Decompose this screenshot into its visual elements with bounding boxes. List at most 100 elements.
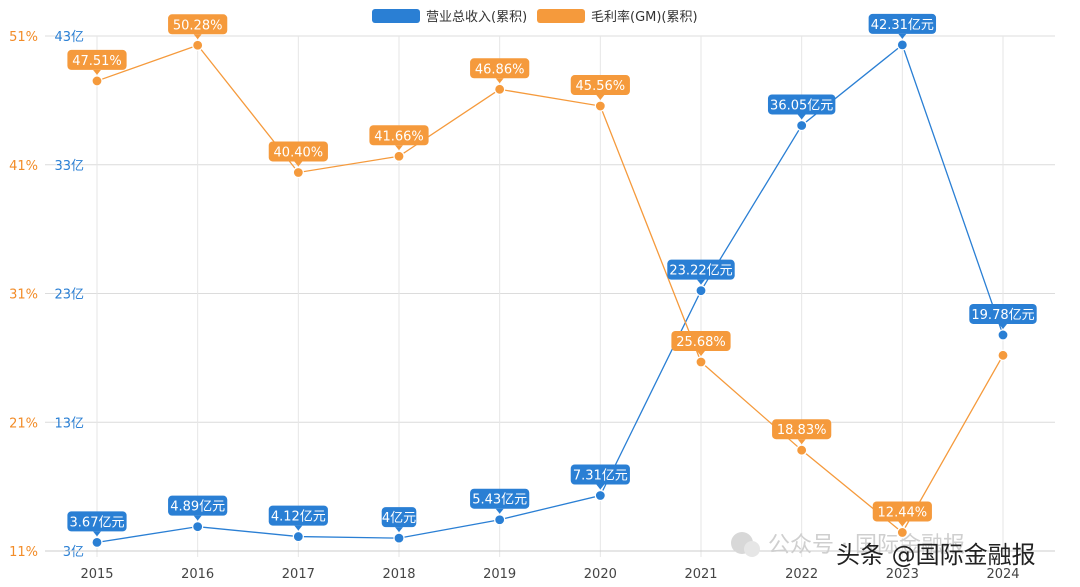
data-point[interactable] — [292, 166, 304, 179]
data-point[interactable] — [393, 150, 405, 162]
data-label-box — [268, 141, 328, 162]
series-points — [91, 39, 1009, 548]
data-label-text: 19.78亿元 — [971, 308, 1034, 323]
data-label: 18.83% — [772, 419, 832, 445]
data-label-box — [872, 501, 932, 522]
data-label-text: 45.56% — [576, 79, 626, 94]
data-label: 45.56% — [570, 75, 630, 101]
legend-label[interactable]: 营业总收入(累积) — [426, 10, 527, 25]
data-label: 12.44% — [872, 501, 932, 527]
data-label-box — [268, 505, 328, 526]
data-label-pointer — [596, 95, 605, 101]
axes: 51% 41% 31% 21% 11% 43亿 33亿 23亿 13亿 3亿 2015 2016 201… — [9, 30, 1055, 582]
data-label-box — [772, 419, 832, 440]
data-point[interactable] — [997, 329, 1009, 341]
data-label-text: 3.67亿元 — [70, 515, 125, 530]
data-point[interactable] — [292, 530, 304, 543]
data-label-text: 25.68% — [676, 335, 726, 350]
data-point[interactable] — [91, 536, 103, 548]
data-point[interactable] — [695, 285, 707, 297]
data-label-box — [168, 495, 228, 516]
data-label: 4.12亿元 — [268, 505, 328, 531]
data-label-box — [381, 507, 417, 528]
y-right-tick-label: 33亿 — [54, 159, 84, 174]
data-label-box — [767, 94, 836, 115]
x-tick-label: 2022 — [785, 567, 818, 582]
y-right-tick-label: 3亿 — [63, 545, 84, 560]
data-label-box — [470, 58, 530, 79]
data-point[interactable] — [494, 83, 506, 95]
x-tick-label: 2018 — [382, 567, 415, 582]
watermark-light-text: 公众号 · 国际金融报 — [768, 533, 965, 558]
data-label-pointer — [898, 33, 907, 39]
data-label: 4.89亿元 — [168, 495, 228, 521]
data-label-pointer — [193, 515, 202, 521]
data-point[interactable] — [594, 100, 606, 112]
data-label-text: 36.05亿元 — [770, 98, 833, 113]
data-label-text: 7.31亿元 — [573, 469, 628, 484]
data-label-text: 5.43亿元 — [472, 493, 527, 508]
data-label-text: 47.51% — [72, 54, 122, 69]
data-label-box — [570, 464, 630, 485]
data-point[interactable] — [896, 526, 908, 539]
data-point[interactable] — [796, 444, 808, 456]
data-point[interactable] — [896, 39, 908, 51]
legend: 营业总收入(累积) 毛利率(GM)(累积) — [372, 9, 698, 25]
data-labels: 3.67亿元 4.89亿元 4.12亿元 4亿元 5.43亿元 7.31亿元 23.22亿元… — [67, 13, 1037, 537]
data-label-box — [868, 13, 937, 34]
data-label-pointer — [495, 78, 504, 84]
legend-swatch[interactable] — [537, 9, 585, 23]
data-label-text: 42.31亿元 — [871, 18, 934, 33]
data-point[interactable] — [997, 349, 1009, 361]
x-tick-label: 2024 — [986, 567, 1019, 582]
data-label-pointer — [898, 521, 907, 527]
data-label: 7.31亿元 — [570, 464, 630, 490]
x-tick-label: 2020 — [584, 567, 617, 582]
x-tick-label: 2015 — [80, 567, 113, 582]
data-label-box — [168, 14, 228, 35]
data-label-box — [667, 259, 735, 280]
data-point[interactable] — [393, 532, 405, 544]
data-label-box — [67, 511, 127, 532]
data-point[interactable] — [796, 119, 808, 132]
data-label-pointer — [596, 484, 605, 490]
data-label-text: 50.28% — [173, 18, 223, 33]
y-left-tick-label: 11% — [9, 545, 38, 560]
data-label: 23.22亿元 — [667, 259, 735, 285]
data-label: 5.43亿元 — [470, 488, 530, 514]
x-tick-label: 2019 — [483, 567, 516, 582]
x-tick-label: 2016 — [181, 567, 214, 582]
y-left-tick-label: 51% — [9, 30, 38, 45]
y-left-tick-label: 21% — [9, 416, 38, 431]
data-label-text: 41.66% — [374, 129, 424, 144]
data-label-box — [67, 49, 127, 70]
data-point[interactable] — [695, 356, 707, 368]
data-label-text: 18.83% — [777, 423, 827, 438]
data-point[interactable] — [494, 514, 506, 526]
y-left-tick-label: 31% — [9, 288, 38, 303]
data-point[interactable] — [91, 75, 103, 87]
data-label-box — [969, 303, 1037, 324]
data-label-pointer — [93, 531, 101, 537]
data-label-box — [671, 330, 731, 351]
data-label: 41.66% — [369, 125, 429, 151]
series-line — [96, 43, 1004, 544]
legend-swatch[interactable] — [372, 9, 420, 23]
data-point[interactable] — [594, 489, 606, 502]
data-label: 3.67亿元 — [67, 511, 127, 537]
watermark-dark-text: 头条 @国际金融报 — [836, 541, 1036, 569]
data-point[interactable] — [192, 521, 204, 533]
data-label-box — [369, 125, 429, 146]
series-lines — [96, 43, 1004, 544]
series-line — [96, 44, 1004, 534]
data-label-box — [470, 488, 530, 509]
y-right-tick-label: 13亿 — [54, 416, 84, 431]
data-label: 25.68% — [671, 330, 731, 356]
x-tick-label: 2017 — [282, 567, 315, 582]
data-label: 50.28% — [168, 14, 228, 40]
legend-label[interactable]: 毛利率(GM)(累积) — [591, 9, 698, 25]
data-label-text: 46.86% — [475, 62, 525, 77]
x-tick-label: 2021 — [684, 567, 717, 582]
data-point[interactable] — [192, 39, 204, 51]
